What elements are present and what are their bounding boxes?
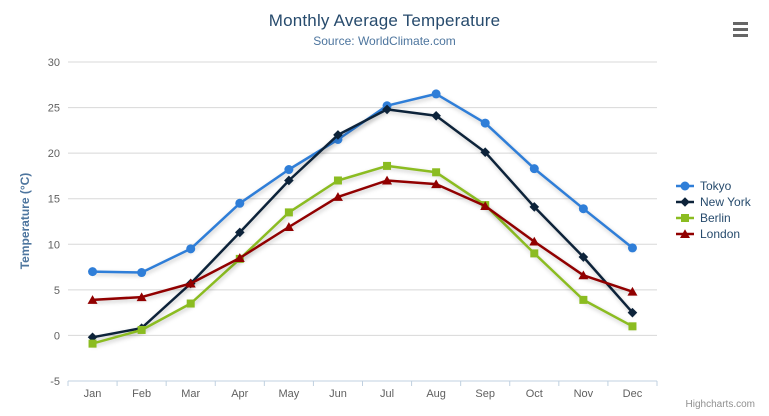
data-point-tokyo-aug[interactable]	[431, 89, 441, 99]
data-point-london-apr[interactable]	[234, 253, 245, 262]
legend-label: Tokyo	[700, 179, 732, 193]
y-axis-label: 25	[48, 103, 60, 115]
x-axis-label: Jul	[380, 388, 394, 400]
data-point-tokyo-oct[interactable]	[529, 164, 539, 174]
hamburger-icon	[733, 34, 748, 37]
data-point-new-york-apr[interactable]	[234, 227, 245, 238]
credits-link[interactable]: Highcharts.com	[685, 399, 755, 410]
export-menu-button[interactable]	[733, 22, 748, 37]
legend-marker-icon	[680, 197, 690, 207]
hamburger-icon	[733, 28, 748, 31]
y-axis-label: -5	[50, 376, 60, 388]
data-point-london-jun[interactable]	[332, 192, 343, 201]
data-point-tokyo-dec[interactable]	[627, 243, 637, 253]
x-axis-label: Sep	[475, 388, 495, 400]
data-point-london-sep[interactable]	[480, 201, 491, 211]
legend: Tokyo New York Berlin London	[675, 178, 751, 242]
data-point-new-york-dec[interactable]	[627, 307, 638, 318]
x-axis-label: Feb	[132, 388, 151, 400]
data-point-tokyo-apr[interactable]	[235, 198, 245, 208]
legend-label: Berlin	[700, 211, 731, 225]
data-point-berlin-feb[interactable]	[137, 325, 146, 334]
data-point-london-dec[interactable]	[627, 286, 638, 296]
data-point-london-may[interactable]	[283, 222, 294, 231]
data-point-new-york-nov[interactable]	[578, 252, 589, 262]
y-axis-label: 5	[54, 285, 60, 297]
legend-item-berlin[interactable]: Berlin	[675, 210, 751, 226]
x-axis-label: Apr	[231, 388, 248, 400]
data-point-london-mar[interactable]	[185, 278, 196, 288]
series-new-york	[87, 104, 638, 343]
series-london	[87, 175, 638, 304]
x-axis-label: Dec	[623, 388, 643, 400]
legend-item-tokyo[interactable]: Tokyo	[675, 178, 751, 194]
data-point-new-york-may[interactable]	[284, 175, 294, 186]
legend-label: London	[700, 227, 741, 241]
data-point-london-aug[interactable]	[431, 179, 442, 189]
legend-item-new-york[interactable]: New York	[675, 194, 751, 210]
y-axis-label: 20	[48, 148, 60, 160]
data-point-berlin-jun[interactable]	[333, 176, 342, 185]
series-line-tokyo[interactable]	[91, 92, 634, 274]
data-point-new-york-oct[interactable]	[529, 202, 540, 212]
data-point-london-oct[interactable]	[529, 236, 540, 246]
legend-marker-icon	[681, 214, 689, 222]
series-tokyo	[88, 89, 637, 278]
chart-subtitle: Source: WorldClimate.com	[313, 34, 456, 48]
data-point-new-york-jun[interactable]	[333, 130, 343, 140]
x-axis-label: Jan	[84, 388, 102, 400]
data-point-tokyo-jan[interactable]	[88, 267, 98, 277]
data-point-london-jul[interactable]	[382, 175, 393, 185]
data-point-berlin-jan[interactable]	[88, 339, 97, 348]
data-point-london-feb[interactable]	[136, 292, 147, 302]
data-point-new-york-jul[interactable]	[382, 104, 392, 115]
data-point-london-nov[interactable]	[578, 270, 589, 280]
legend-item-london[interactable]: London	[675, 226, 751, 242]
legend-marker-icon	[680, 229, 690, 238]
y-axis-label: 10	[48, 239, 60, 251]
data-point-berlin-aug[interactable]	[432, 168, 441, 177]
y-axis-label: 15	[48, 194, 60, 206]
x-axis-label: Nov	[574, 388, 594, 400]
data-point-tokyo-nov[interactable]	[578, 204, 588, 214]
data-point-new-york-aug[interactable]	[431, 110, 441, 121]
y-axis-label: 0	[54, 330, 60, 342]
hamburger-icon	[733, 22, 748, 25]
series-line-new-york[interactable]	[91, 108, 634, 339]
y-axis-label: 30	[48, 57, 60, 69]
x-axis-label: Jun	[329, 388, 347, 400]
data-point-tokyo-feb[interactable]	[137, 268, 147, 278]
data-point-berlin-nov[interactable]	[579, 295, 588, 304]
legend-symbol-square-icon	[676, 214, 694, 222]
data-point-tokyo-mar[interactable]	[186, 244, 196, 254]
data-point-berlin-dec[interactable]	[628, 322, 637, 331]
legend-symbol-diamond-icon	[676, 197, 694, 207]
x-axis-label: Oct	[526, 388, 543, 400]
series-line-london[interactable]	[91, 179, 634, 302]
legend-symbol-triangle-icon	[676, 229, 694, 238]
series-line-berlin[interactable]	[91, 164, 634, 345]
data-point-berlin-oct[interactable]	[530, 249, 539, 258]
x-axis-label: May	[278, 388, 299, 400]
data-point-tokyo-sep[interactable]	[480, 118, 490, 128]
data-point-tokyo-may[interactable]	[284, 165, 294, 175]
legend-symbol-circle-icon	[676, 181, 694, 191]
chart-title: Monthly Average Temperature	[268, 11, 501, 30]
data-point-london-jan[interactable]	[87, 295, 98, 304]
data-point-berlin-jul[interactable]	[383, 161, 392, 170]
data-point-berlin-may[interactable]	[284, 208, 293, 217]
legend-label: New York	[700, 195, 751, 209]
data-point-berlin-mar[interactable]	[186, 299, 195, 308]
legend-marker-icon	[680, 181, 690, 191]
data-point-new-york-sep[interactable]	[480, 147, 491, 158]
x-axis-label: Aug	[426, 388, 446, 400]
x-axis-label: Mar	[181, 388, 200, 400]
